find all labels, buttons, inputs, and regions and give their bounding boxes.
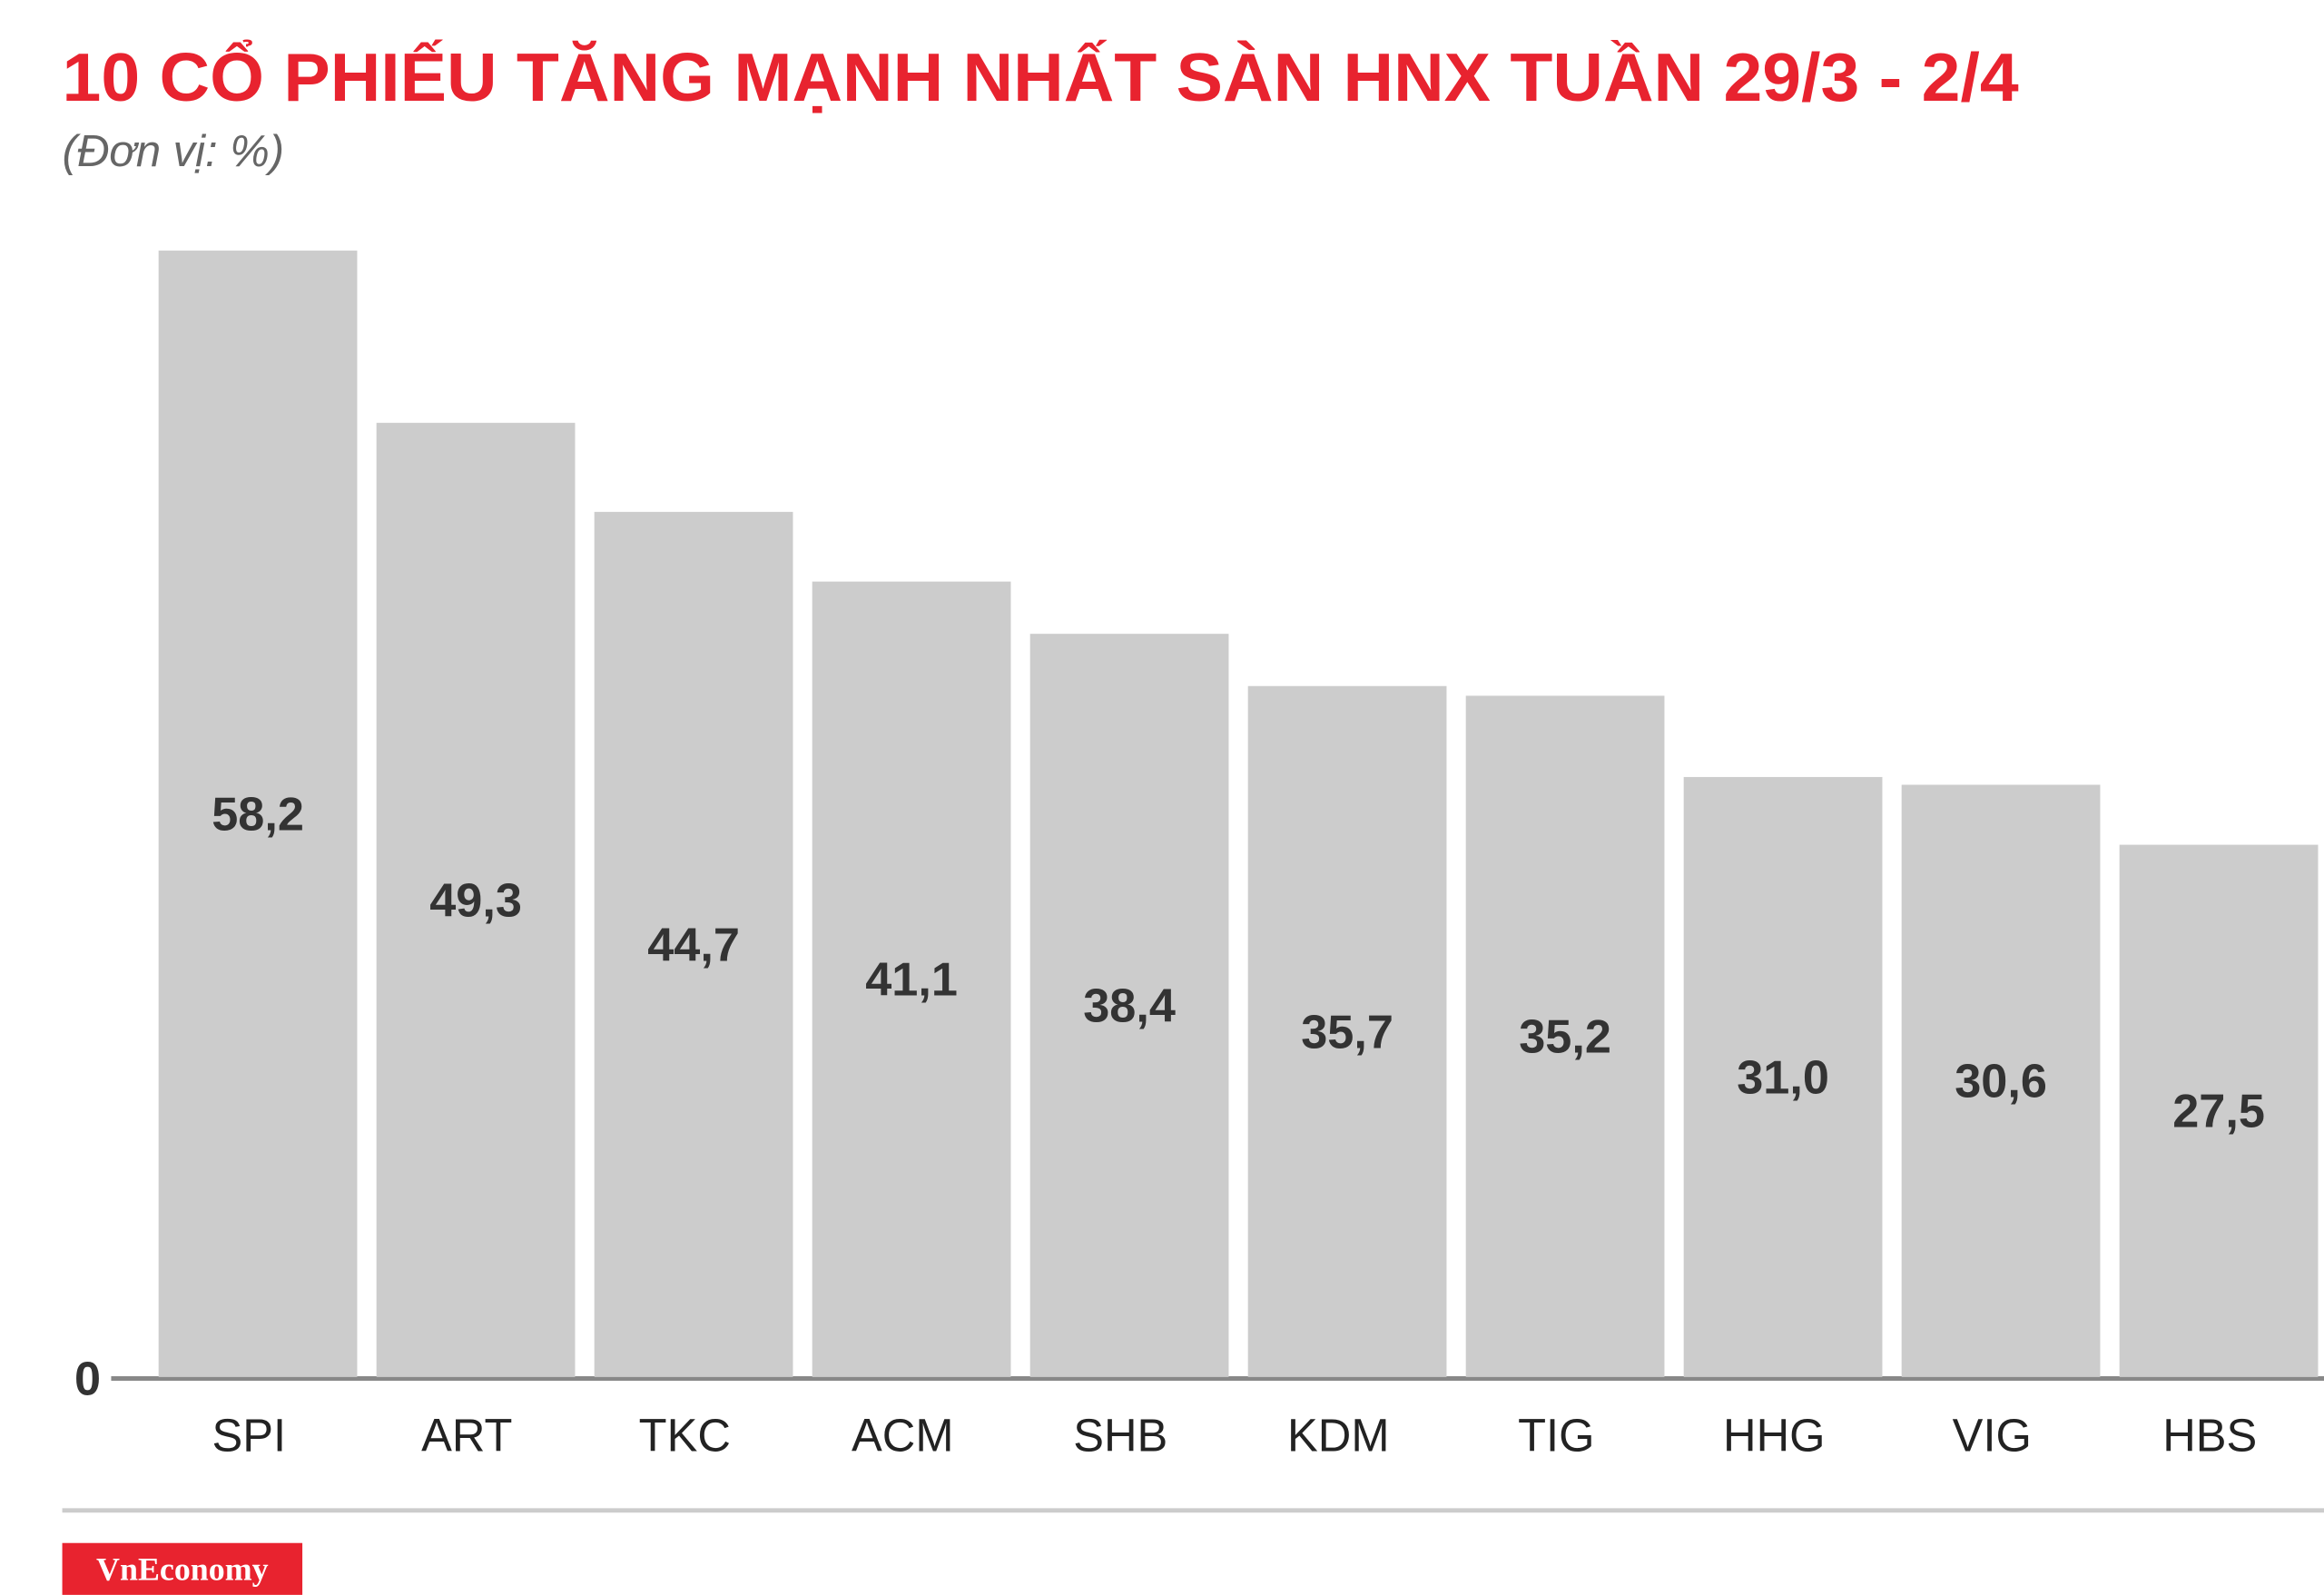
y-tick-label: 0 [74, 1353, 101, 1405]
value-label: 35,2 [1519, 1011, 1611, 1064]
chart-title: 10 CỔ PHIẾU TĂNG MẠNH NHẤT SÀN HNX TUẦN … [63, 39, 2019, 115]
value-label: 49,3 [429, 874, 522, 927]
x-tick-label: SPI [212, 1409, 286, 1461]
bar [1901, 784, 2101, 1377]
value-label: 31,0 [1737, 1051, 1829, 1104]
bar [1683, 776, 1883, 1377]
x-tick-label: VIG [1953, 1409, 2032, 1461]
x-tick-label: ACM [852, 1409, 953, 1461]
x-tick-label: HHG [1723, 1409, 1825, 1461]
bar [1247, 685, 1447, 1377]
value-label: 38,4 [1083, 980, 1176, 1032]
logo: VnEconomy [96, 1551, 269, 1588]
value-label: 41,1 [865, 954, 958, 1007]
value-label: 30,6 [1955, 1056, 2047, 1108]
x-tick-label: SHB [1073, 1409, 1167, 1461]
bar [812, 581, 1011, 1377]
chart-subtitle: (Đơn vị: %) [63, 127, 285, 176]
bar [1029, 634, 1229, 1377]
bar [1465, 695, 1665, 1377]
x-tick-label: TIG [1518, 1409, 1594, 1461]
logo-box [62, 1542, 303, 1595]
bar [594, 511, 793, 1377]
bar [2119, 844, 2319, 1377]
bar [376, 422, 576, 1377]
x-tick-label: HBS [2162, 1409, 2257, 1461]
bar [158, 251, 358, 1377]
x-tick-label: KDM [1287, 1409, 1389, 1461]
value-label: 58,2 [212, 788, 304, 841]
value-label: 27,5 [2172, 1086, 2265, 1138]
x-tick-label: TKC [639, 1409, 731, 1461]
value-label: 44,7 [647, 919, 740, 971]
value-label: 35,7 [1301, 1006, 1393, 1058]
x-tick-label: ART [421, 1409, 512, 1461]
